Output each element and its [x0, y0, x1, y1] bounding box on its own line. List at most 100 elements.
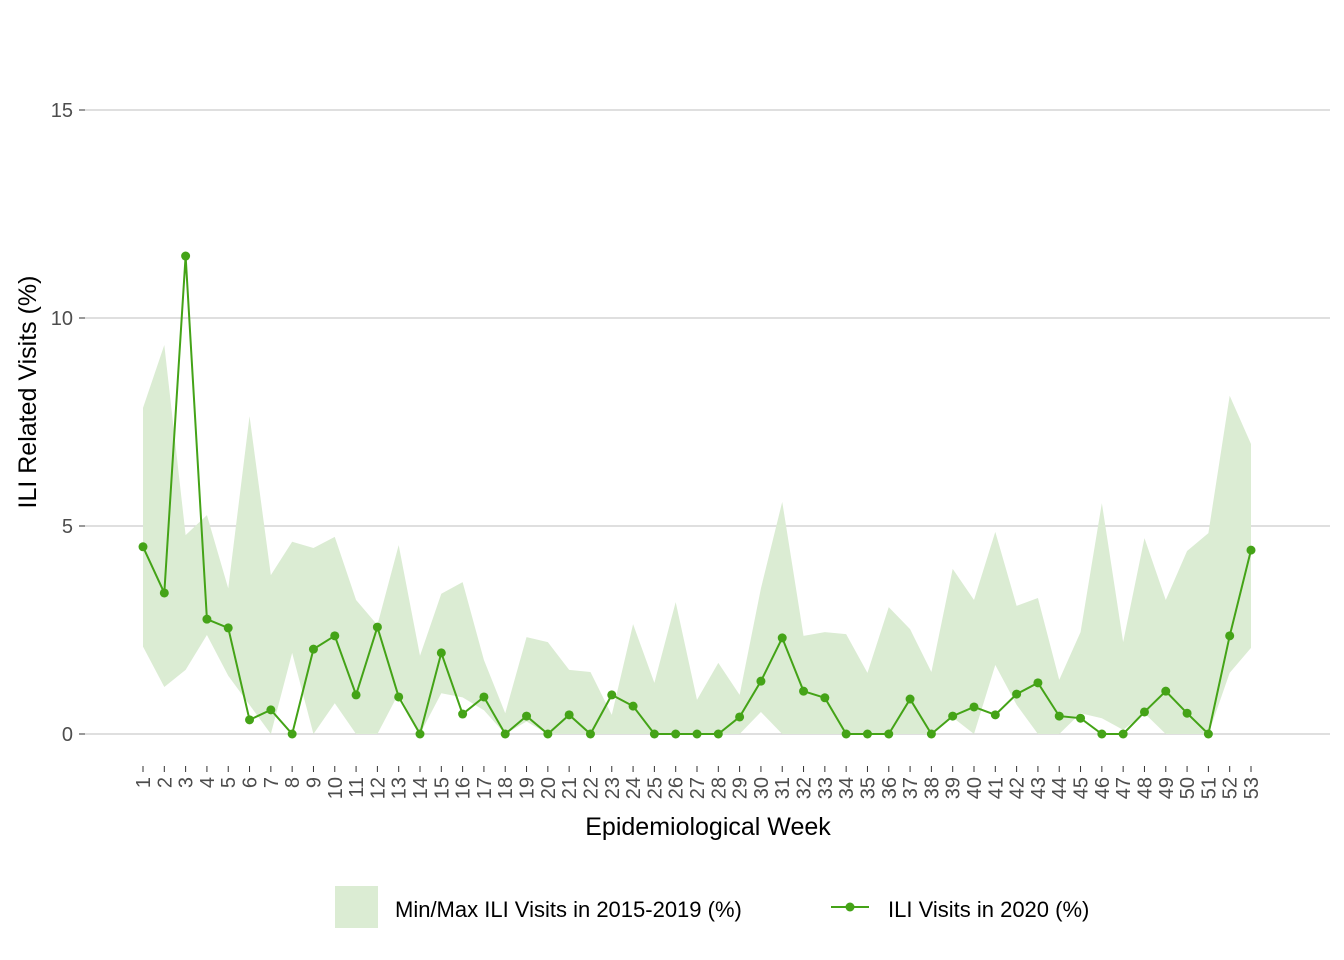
x-tick-label: 41	[985, 777, 1007, 799]
legend-band-swatch	[335, 886, 378, 928]
data-point	[1161, 686, 1171, 696]
x-tick-label: 13	[389, 777, 411, 799]
data-point	[692, 729, 702, 739]
y-axis-label: ILI Related Visits (%)	[14, 276, 42, 509]
x-tick-label: 40	[964, 777, 986, 799]
data-point	[522, 711, 532, 721]
data-point	[990, 710, 1000, 720]
x-tick-label: 42	[1007, 777, 1029, 799]
x-tick-label: 53	[1241, 777, 1263, 799]
x-tick-label: 43	[1028, 777, 1050, 799]
x-tick-label: 30	[751, 777, 773, 799]
band-area	[143, 345, 1251, 734]
data-point	[479, 692, 489, 702]
x-tick-label: 8	[282, 777, 304, 788]
x-tick-label: 49	[1156, 777, 1178, 799]
series-2020	[138, 251, 1256, 739]
data-point	[1097, 729, 1107, 739]
x-tick-label: 45	[1071, 777, 1093, 799]
data-point	[1054, 711, 1064, 721]
data-point	[862, 729, 872, 739]
data-point	[415, 729, 425, 739]
data-point	[308, 644, 318, 654]
data-point	[500, 729, 510, 739]
data-point	[330, 631, 340, 641]
x-tick-label: 20	[538, 777, 560, 799]
x-tick-label: 24	[623, 777, 645, 799]
data-point	[1012, 689, 1022, 699]
data-point	[245, 715, 255, 725]
data-point	[820, 693, 830, 703]
x-tick-label: 50	[1177, 777, 1199, 799]
x-tick-label: 7	[261, 777, 283, 788]
x-tick-label: 39	[943, 777, 965, 799]
data-point	[799, 686, 809, 696]
data-point	[1225, 631, 1235, 641]
x-tick-label: 10	[325, 777, 347, 799]
x-tick-label: 46	[1092, 777, 1114, 799]
data-point	[735, 712, 745, 722]
data-point	[287, 729, 297, 739]
x-tick-label: 18	[495, 777, 517, 799]
x-tick-label: 23	[602, 777, 624, 799]
data-point	[777, 633, 787, 643]
x-tick-label: 11	[346, 777, 368, 798]
x-tick-label: 12	[367, 777, 389, 799]
x-tick-label: 52	[1220, 777, 1242, 799]
legend-point-swatch	[845, 902, 855, 912]
x-tick-label: 25	[644, 777, 666, 799]
x-tick-label: 26	[666, 777, 688, 799]
y-tick-label: 0	[62, 724, 73, 746]
y-tick-label: 5	[62, 516, 73, 538]
x-tick-label: 21	[559, 777, 581, 799]
x-tick-label: 51	[1198, 777, 1220, 799]
y-tick-label: 10	[51, 308, 73, 330]
x-tick-label: 3	[176, 777, 198, 788]
x-tick-label: 37	[900, 777, 922, 799]
x-axis: 1 2 3 4 5 6 7 8 9 10 11 12 13 14 15 16 17 18 19 20 21 22 23 24 2…	[133, 766, 1263, 799]
data-point	[948, 711, 958, 721]
data-point	[649, 729, 659, 739]
data-point	[138, 542, 148, 552]
data-point	[884, 729, 894, 739]
x-tick-label: 14	[410, 777, 432, 799]
data-point	[1118, 729, 1128, 739]
data-point	[351, 690, 361, 700]
data-point	[671, 729, 681, 739]
data-point	[181, 251, 191, 261]
x-tick-label: 29	[730, 777, 752, 799]
data-point	[564, 710, 574, 720]
x-tick-label: 48	[1134, 777, 1156, 799]
data-point	[607, 690, 617, 700]
x-tick-label: 5	[218, 777, 240, 788]
data-point	[1033, 678, 1043, 688]
x-tick-label: 47	[1113, 777, 1135, 799]
x-tick-label: 6	[240, 777, 262, 788]
x-tick-label: 38	[921, 777, 943, 799]
data-point	[1182, 708, 1192, 718]
x-tick-label: 17	[474, 777, 496, 799]
legend-line-label: ILI Visits in 2020 (%)	[888, 897, 1089, 922]
x-tick-label: 32	[794, 777, 816, 799]
data-point	[159, 588, 169, 598]
x-tick-label: 4	[197, 777, 219, 788]
x-tick-label: 34	[836, 777, 858, 799]
data-point	[372, 622, 382, 632]
min-max-band	[143, 345, 1251, 734]
data-point	[1076, 713, 1086, 723]
y-axis: 0 5 10 15	[51, 100, 85, 746]
x-tick-label: 36	[879, 777, 901, 799]
data-point	[266, 705, 276, 715]
data-point	[394, 692, 404, 702]
data-point	[926, 729, 936, 739]
data-point	[223, 623, 233, 633]
data-point	[969, 702, 979, 712]
legend: Min/Max ILI Visits in 2015-2019 (%) ILI …	[335, 886, 1089, 928]
x-tick-label: 1	[133, 777, 155, 788]
x-tick-label: 35	[857, 777, 879, 799]
x-tick-label: 28	[708, 777, 730, 799]
x-tick-label: 33	[815, 777, 837, 799]
x-tick-label: 27	[687, 777, 709, 799]
x-tick-label: 19	[517, 777, 539, 799]
x-tick-label: 31	[772, 777, 794, 799]
